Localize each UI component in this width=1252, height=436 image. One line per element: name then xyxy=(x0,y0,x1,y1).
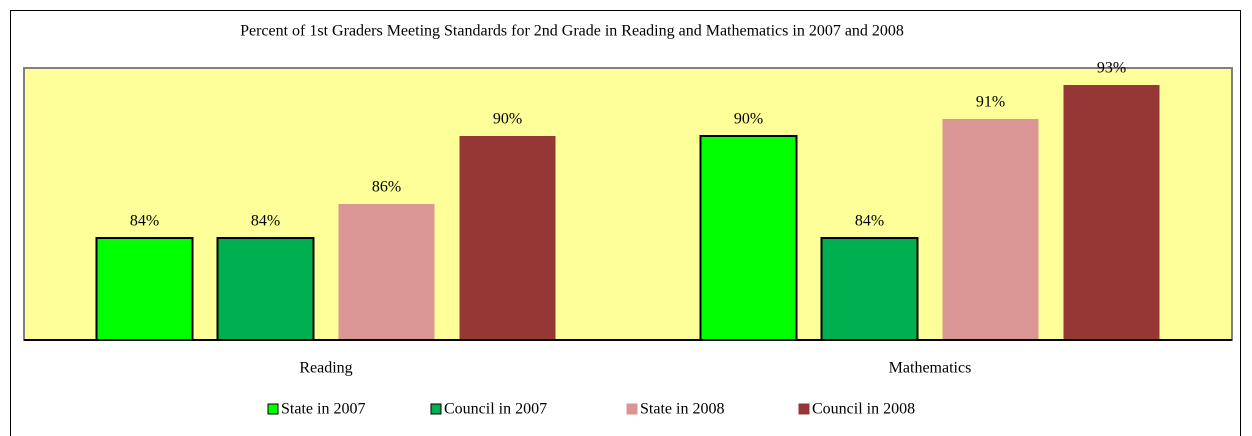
chart-title: Percent of 1st Graders Meeting Standards… xyxy=(240,23,904,40)
data-label: 86% xyxy=(372,179,401,196)
data-label: 91% xyxy=(976,94,1005,111)
plot-area xyxy=(23,67,1233,341)
bar xyxy=(820,237,919,341)
x-tick-label: Reading xyxy=(299,360,352,377)
legend-label: Council in 2007 xyxy=(444,401,547,418)
legend-swatch xyxy=(626,403,638,415)
bar xyxy=(459,136,556,340)
bar xyxy=(942,119,1039,340)
data-label: 84% xyxy=(251,213,280,230)
data-label: 90% xyxy=(734,111,763,128)
bar xyxy=(699,135,798,341)
legend-swatch xyxy=(798,403,810,415)
legend-label: State in 2007 xyxy=(281,401,365,418)
bar xyxy=(1063,85,1160,340)
bar xyxy=(338,204,435,340)
data-label: 84% xyxy=(855,213,884,230)
legend-swatch xyxy=(430,403,442,415)
data-label: 84% xyxy=(130,213,159,230)
legend-label: Council in 2008 xyxy=(812,401,915,418)
bar xyxy=(216,237,315,341)
data-label: 90% xyxy=(493,111,522,128)
legend-swatch xyxy=(267,403,279,415)
x-tick-label: Mathematics xyxy=(889,360,972,377)
data-label: 93% xyxy=(1097,60,1126,77)
bar xyxy=(95,237,194,341)
legend-label: State in 2008 xyxy=(640,401,724,418)
